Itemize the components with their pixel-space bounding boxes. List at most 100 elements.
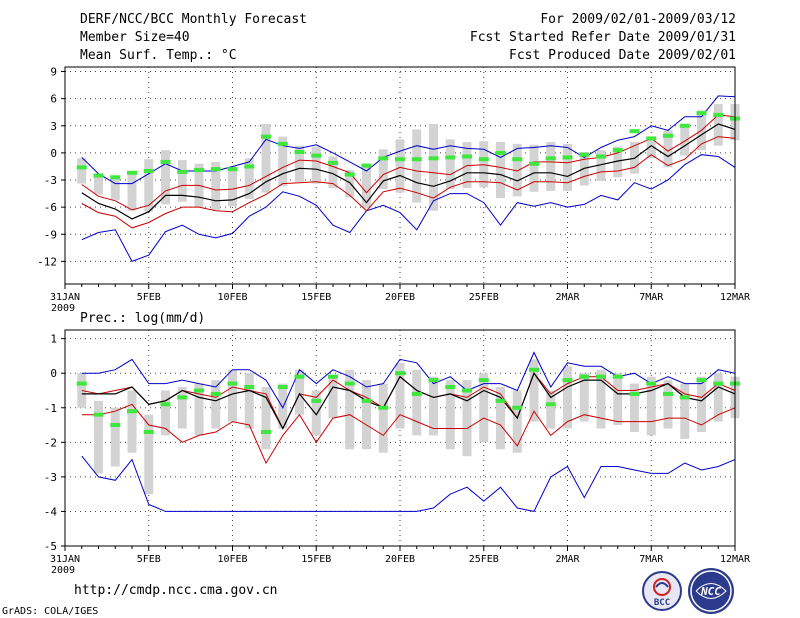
spread-box [646, 376, 656, 436]
obs-marker [512, 405, 523, 410]
spread-box [462, 380, 472, 457]
x-year-label: 2009 [51, 303, 75, 314]
spread-box [244, 158, 254, 200]
y-tick-label: -4 [44, 505, 58, 518]
obs-marker [696, 378, 707, 383]
spread-box [362, 166, 371, 209]
x-tick-label: 31JAN [50, 292, 80, 303]
obs-marker [428, 378, 439, 383]
obs-marker [696, 111, 707, 116]
spread-box [345, 369, 355, 450]
spread-box [345, 170, 355, 198]
spread-box [194, 383, 204, 436]
obs-marker [110, 423, 121, 428]
obs-marker [478, 378, 489, 383]
spread-box [713, 373, 723, 422]
obs-marker [495, 398, 506, 403]
series-upper-line [81, 114, 736, 211]
obs-marker [311, 153, 322, 158]
obs-marker [127, 170, 137, 175]
series-mean-line [81, 123, 736, 220]
obs-marker [512, 157, 523, 162]
obs-marker [93, 173, 104, 178]
obs-marker [261, 429, 271, 434]
x-tick-label: 10FEB [217, 292, 247, 303]
y-tick-label: 0 [50, 147, 57, 160]
obs-marker [395, 157, 405, 162]
series-lower-line [81, 403, 736, 465]
obs-marker [596, 374, 606, 379]
footer-url[interactable]: http://cmdp.ncc.cma.gov.cn [74, 583, 278, 598]
y-tick-label: -6 [44, 201, 57, 214]
spread-box [596, 150, 606, 181]
spread-box [395, 139, 405, 193]
obs-marker [612, 374, 623, 379]
spread-box [211, 380, 221, 429]
x-tick-label: 15FEB [301, 554, 331, 565]
spread-box [127, 390, 137, 453]
obs-marker [679, 123, 690, 128]
y-tick-label: 3 [50, 120, 57, 133]
obs-marker [629, 129, 640, 134]
plot-frame [64, 329, 736, 547]
obs-marker [395, 371, 405, 376]
spread-box [244, 373, 254, 429]
spread-box [512, 143, 522, 197]
obs-marker [194, 168, 204, 173]
spread-box [228, 369, 237, 422]
obs-marker [378, 405, 389, 410]
spread-box [311, 146, 321, 184]
y-tick-label: -3 [44, 174, 57, 187]
spread-box [680, 383, 690, 439]
spread-box [328, 376, 338, 419]
series-max-line [81, 95, 736, 185]
spread-box [328, 156, 338, 189]
y-tick-label: -1 [44, 402, 57, 415]
spread-box [479, 373, 489, 443]
obs-marker [445, 385, 456, 390]
obs-marker [462, 388, 472, 393]
obs-marker [344, 381, 355, 386]
spread-box [94, 175, 103, 195]
spread-box [177, 387, 187, 429]
spread-box [94, 400, 103, 474]
obs-marker [227, 167, 238, 172]
spread-box [295, 369, 304, 415]
x-tick-label: 31JAN [50, 554, 80, 565]
spread-box [278, 136, 288, 187]
spread-box [144, 414, 154, 495]
spread-box [77, 373, 87, 408]
grads-credit: GrADS: COLA/IGES [2, 606, 99, 617]
obs-marker [110, 175, 121, 180]
spread-box [311, 390, 321, 436]
spread-box [663, 130, 673, 168]
obs-marker [294, 149, 305, 154]
y-tick-label: 1 [50, 333, 57, 346]
y-tick-label: -2 [44, 436, 57, 449]
spread-box [680, 124, 690, 156]
produced-date: Fcst Produced Date 2009/02/01 [509, 48, 736, 63]
obs-marker [328, 374, 338, 379]
obs-marker [378, 156, 389, 161]
y-tick-label: 6 [50, 93, 57, 106]
x-tick-label: 2MAR [555, 554, 580, 565]
spread-box [663, 380, 673, 429]
spread-box [512, 390, 522, 453]
obs-marker [261, 134, 271, 139]
obs-marker [210, 391, 221, 396]
spread-box [211, 161, 221, 210]
spread-box [496, 387, 505, 450]
obs-marker [143, 429, 154, 434]
obs-marker [76, 381, 87, 386]
spread-box [295, 145, 304, 182]
spread-box [127, 174, 137, 211]
obs-marker [411, 157, 422, 162]
spread-box [630, 383, 639, 432]
y-tick-label: -5 [44, 540, 57, 553]
obs-marker [596, 154, 606, 159]
obs-marker [311, 398, 322, 403]
spread-box [228, 166, 237, 207]
x-tick-label: 10FEB [217, 554, 247, 565]
obs-marker [663, 391, 673, 396]
